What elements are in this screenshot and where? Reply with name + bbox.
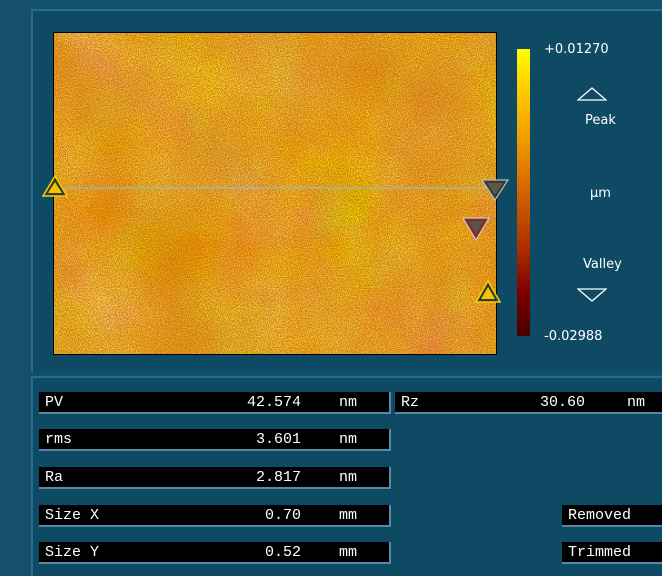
surface-height-map[interactable] [53,32,497,355]
metric-unit: nm [339,431,358,448]
metric-unit: nm [627,394,646,411]
removed-indicator: Removed [562,505,662,527]
metric-name: rms [45,431,73,448]
trimmed-label: Trimmed [568,544,632,561]
metric-unit: nm [339,394,358,411]
peak-label: Peak [585,113,616,128]
metric-value: 0.70 [264,507,301,524]
metric-name: Rz [401,394,420,411]
color-scale-bar [517,49,530,336]
height-map-image [54,33,496,354]
metric-row-rms: rms 3.601 nm [39,429,391,451]
metric-row-size-y: Size Y 0.52 mm [39,542,391,564]
down-triangle-outline-icon [576,287,608,306]
trimmed-indicator: Trimmed [562,542,662,564]
scale-unit-label: µm [590,186,611,201]
removed-label: Removed [568,507,632,524]
metric-unit: nm [339,469,358,486]
scale-min-label: -0.02988 [544,329,603,344]
metric-row-rz: Rz 30.60 nm [395,392,662,414]
valley-label: Valley [583,257,622,272]
metric-value: 30.60 [539,394,585,411]
metric-name: Size Y [45,544,100,561]
metric-unit: mm [339,544,358,561]
metric-name: PV [45,394,64,411]
scale-max-label: +0.01270 [544,42,609,57]
metric-value: 2.817 [255,469,301,486]
metric-row-size-x: Size X 0.70 mm [39,505,391,527]
metric-value: 0.52 [264,544,301,561]
metric-value: 42.574 [246,394,301,411]
metric-name: Ra [45,469,64,486]
metric-row-ra: Ra 2.817 nm [39,467,391,489]
metric-row-pv: PV 42.574 nm [39,392,391,414]
metric-value: 3.601 [255,431,301,448]
metric-name: Size X [45,507,100,524]
up-triangle-outline-icon [576,86,608,105]
metric-unit: mm [339,507,358,524]
